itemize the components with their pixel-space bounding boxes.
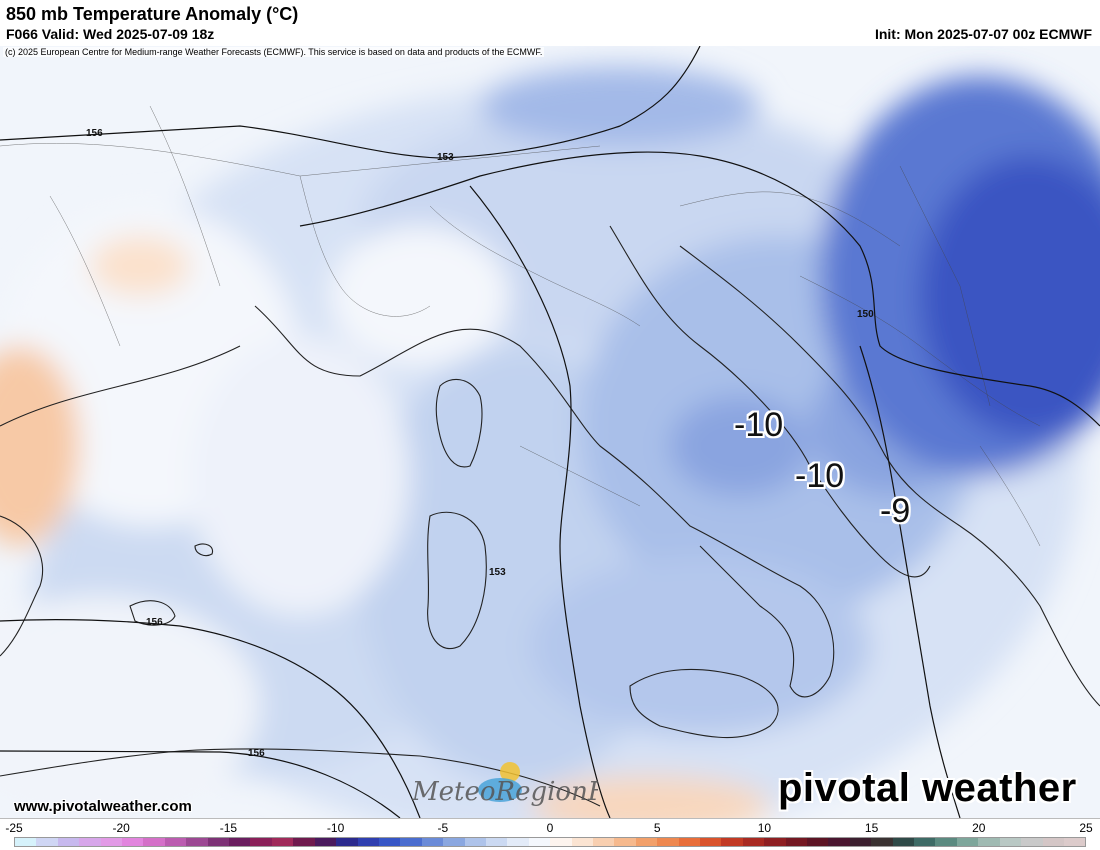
colorbar-cell — [378, 838, 401, 846]
anomaly-shading — [0, 66, 1100, 818]
colorbar-cell — [978, 838, 1000, 846]
colorbar-cell — [614, 838, 636, 846]
colorbar-cell — [1021, 838, 1043, 846]
colorbar-tick-label: 5 — [653, 821, 661, 835]
colorbar-cell — [871, 838, 893, 846]
colorbar-cell — [1063, 838, 1086, 846]
colorbar-cell — [785, 838, 808, 846]
colorbar-cell — [421, 838, 444, 846]
watermark-logo: MeteoRegionFoto — [408, 760, 646, 812]
colorbar-cell — [1042, 838, 1064, 846]
colorbar-cell — [186, 838, 208, 846]
colorbar-cell — [892, 838, 915, 846]
colorbar-tick-label: 25 — [1079, 821, 1093, 835]
colorbar-cell — [657, 838, 679, 846]
colorbar-cell — [764, 838, 786, 846]
colorbar-strip — [14, 837, 1086, 847]
colorbar-cell — [250, 838, 272, 846]
colorbar-tick-label: 0 — [546, 821, 554, 835]
colorbar-cell — [550, 838, 572, 846]
colorbar-cell — [828, 838, 850, 846]
colorbar-cell — [956, 838, 979, 846]
colorbar-cell — [635, 838, 658, 846]
colorbar-cell — [807, 838, 829, 846]
colorbar-cell — [914, 838, 936, 846]
height-label: 153 — [437, 152, 454, 163]
colorbar-cell — [571, 838, 593, 846]
colorbar-tick-label: -25 — [5, 821, 23, 835]
height-label: 156 — [248, 748, 265, 759]
anomaly-label: -10 — [734, 406, 784, 444]
brand-logo-text: pivotal weather — [778, 766, 1077, 810]
colorbar-cell — [57, 838, 80, 846]
colorbar-cell — [507, 838, 529, 846]
colorbar-cell — [849, 838, 872, 846]
valid-time: F066 Valid: Wed 2025-07-09 18z — [6, 26, 215, 42]
colorbar-cell — [935, 838, 957, 846]
colorbar-tick-label: -15 — [219, 821, 238, 835]
colorbar-cell — [592, 838, 615, 846]
colorbar-cell — [742, 838, 765, 846]
colorbar-tick-label: 20 — [972, 821, 986, 835]
colorbar-tick-label: 10 — [757, 821, 772, 835]
site-url[interactable]: www.pivotalweather.com — [14, 798, 192, 815]
colorbar-cell — [271, 838, 294, 846]
colorbar-ticks: -25 -20 -15 -10 -5 0 5 10 15 20 25 — [5, 821, 1092, 835]
colorbar-tick-label: 15 — [864, 821, 879, 835]
colorbar-cell — [485, 838, 508, 846]
colorbar-cell — [336, 838, 358, 846]
map-header: 850 mb Temperature Anomaly (°C) F066 Val… — [0, 0, 1100, 46]
colorbar-tick-label: -5 — [437, 821, 449, 835]
height-label: 153 — [489, 567, 506, 578]
height-contours — [0, 46, 1100, 818]
colorbar-cell — [229, 838, 251, 846]
map-title: 850 mb Temperature Anomaly (°C) — [6, 4, 299, 24]
watermark-image: MeteoRegionFoto — [411, 762, 646, 807]
colorbar-cell — [999, 838, 1022, 846]
colorbar-cell — [164, 838, 187, 846]
colorbar-cell — [293, 838, 315, 846]
map-canvas — [0, 46, 1100, 818]
colorbar-legend: -25 -20 -15 -10 -5 0 5 10 15 20 25 — [0, 818, 1100, 850]
colorbar-cell — [15, 838, 37, 846]
height-label: 150 — [857, 309, 874, 320]
colorbar-cell — [400, 838, 422, 846]
colorbar-tick-label: -20 — [112, 821, 130, 835]
colorbar-cell — [207, 838, 230, 846]
anomaly-label: -9 — [880, 492, 911, 530]
height-label: 156 — [146, 617, 163, 628]
svg-text:MeteoRegionFoto: MeteoRegionFoto — [411, 777, 598, 807]
colorbar-cell — [143, 838, 165, 846]
forecast-map[interactable]: 156 153 150 153 156 156 -10 -10 -9 — [0, 46, 1100, 818]
colorbar-cell — [528, 838, 551, 846]
copyright-notice: (c) 2025 European Centre for Medium-rang… — [3, 47, 545, 57]
colorbar-cell — [79, 838, 101, 846]
colorbar-cell — [700, 838, 722, 846]
coastlines — [0, 225, 1100, 807]
colorbar-cell — [443, 838, 465, 846]
anomaly-label: -10 — [795, 457, 845, 495]
colorbar-cell — [357, 838, 379, 846]
colorbar-cell — [314, 838, 337, 846]
height-label: 156 — [86, 128, 103, 139]
colorbar-tick-label: -10 — [326, 821, 345, 835]
colorbar-cell — [100, 838, 123, 846]
colorbar-cell — [678, 838, 700, 846]
colorbar-cell — [464, 838, 486, 846]
init-time: Init: Mon 2025-07-07 00z ECMWF — [874, 26, 1092, 42]
colorbar-cell — [122, 838, 144, 846]
colorbar-cell — [36, 838, 58, 846]
colorbar-cell — [721, 838, 743, 846]
